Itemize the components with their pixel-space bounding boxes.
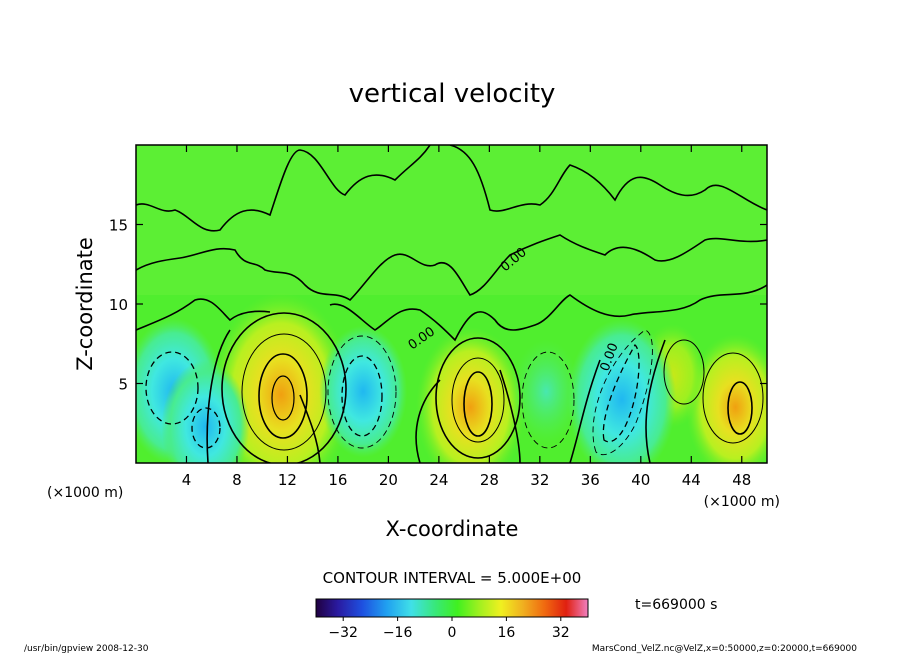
- footer-right: MarsCond_VelZ.nc@VelZ,x=0:50000,z=0:2000…: [592, 644, 857, 654]
- negative-contours: [145, 329, 653, 456]
- mid-contour-line: [136, 234, 767, 302]
- y-axis: 5 10 15: [109, 217, 767, 394]
- x-tick-label: 28: [480, 471, 499, 489]
- y-tick-label: 10: [109, 296, 128, 314]
- updraft-contour: [271, 375, 295, 421]
- colorbar: [315, 598, 589, 618]
- x-tick-label: 36: [581, 471, 600, 489]
- colorbar-tick-label: 32: [552, 625, 570, 641]
- x-tick-label: 20: [379, 471, 398, 489]
- downdraft-contour: [341, 355, 383, 437]
- downdraft-contour: [592, 329, 653, 456]
- colorbar-tick-label: −32: [328, 625, 358, 641]
- chart-title: vertical velocity: [349, 79, 556, 109]
- y-tick-label: 15: [109, 217, 128, 235]
- downdraft-contour: [145, 351, 199, 425]
- lower-contour-line: [136, 284, 767, 342]
- updraft-contour: [221, 312, 347, 463]
- x-tick-label: 12: [278, 471, 297, 489]
- updraft-contour: [451, 357, 505, 443]
- updraft-contour: [241, 333, 327, 451]
- updraft-contour: [702, 352, 764, 444]
- upper-field-tint: [136, 145, 767, 295]
- updraft-contour: [663, 339, 705, 405]
- x-tick-label: 32: [530, 471, 549, 489]
- upper-contour-line: [136, 145, 767, 232]
- x-tick-label: 8: [232, 471, 242, 489]
- time-label: t=669000 s: [635, 597, 717, 613]
- x-tick-label: 44: [682, 471, 701, 489]
- downdraft-contour: [602, 344, 640, 443]
- colorbar-tick-label: −16: [383, 625, 413, 641]
- contour-interval: CONTOUR INTERVAL = 5.000E+00: [323, 569, 582, 587]
- colorbar-tick-label: 16: [497, 625, 515, 641]
- footer-left: /usr/bin/gpview 2008-12-30: [24, 644, 149, 654]
- updraft-contour: [435, 337, 521, 459]
- x-tick-label: 48: [732, 471, 751, 489]
- x-tick-label: 24: [429, 471, 448, 489]
- y-axis-label: Z-coordinate: [73, 237, 97, 371]
- y-tick-label: 5: [118, 376, 128, 394]
- updraft-cell: [416, 326, 525, 463]
- x-unit-left: (×1000 m): [47, 485, 123, 501]
- contour-lines: [136, 145, 767, 463]
- surface-contour: [206, 329, 666, 463]
- x-unit-right: (×1000 m): [704, 494, 780, 510]
- updraft-contour: [258, 353, 308, 439]
- x-tick-label: 4: [182, 471, 192, 489]
- colorbar-ticks: −32 −16 0 16 32: [328, 617, 570, 641]
- x-axis-label: X-coordinate: [386, 517, 519, 541]
- downdraft-contour: [327, 335, 397, 449]
- downdraft-cell: [567, 319, 677, 463]
- updraft-contour: [727, 381, 753, 435]
- updraft-contour: [463, 371, 493, 437]
- x-tick-label: 16: [328, 471, 347, 489]
- colorbar-tick-label: 0: [448, 625, 457, 641]
- downdraft-contour: [191, 407, 221, 449]
- x-tick-label: 40: [631, 471, 650, 489]
- downdraft-contour: [521, 351, 575, 449]
- downdraft-cell: [161, 360, 250, 463]
- x-axis: 4 8 12 16 20 24 28 32 36 40 44 48: [182, 145, 751, 489]
- plot-area: 0.00 0.00 0.00: [136, 145, 767, 463]
